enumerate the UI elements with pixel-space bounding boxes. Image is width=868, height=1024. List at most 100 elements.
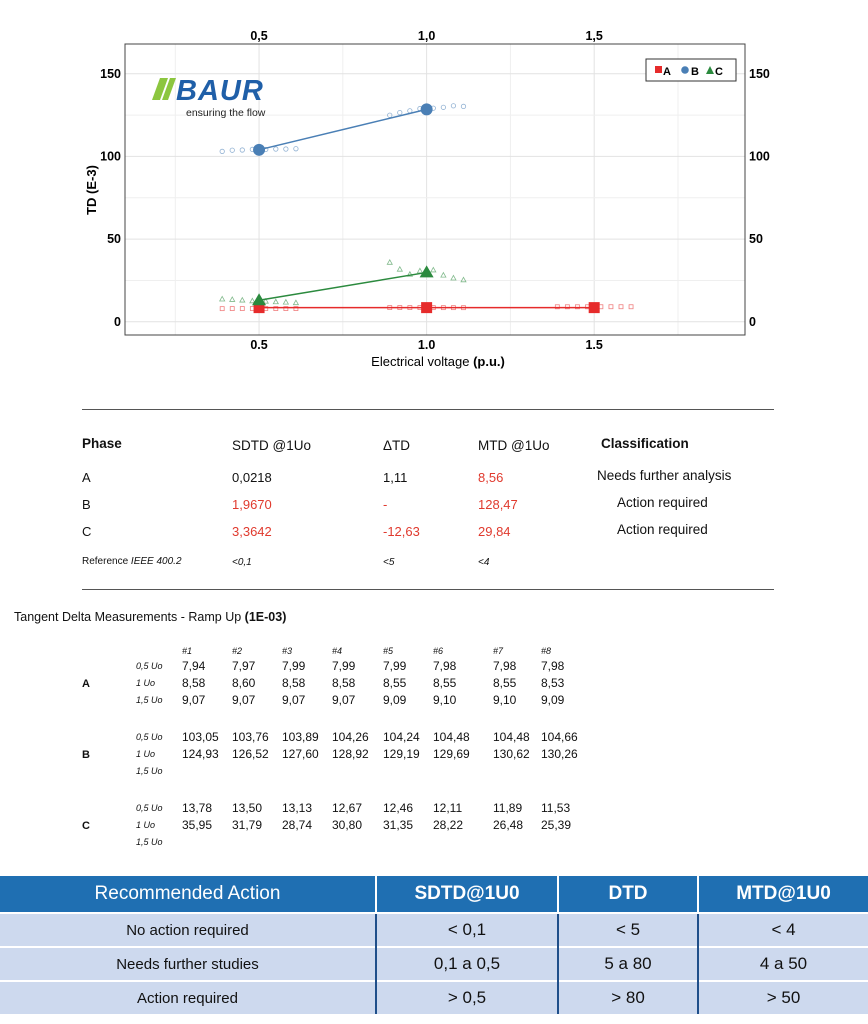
measurement-level-label: 1 Uo xyxy=(136,820,156,830)
raw-point xyxy=(282,298,290,305)
raw-point xyxy=(219,295,226,302)
measurement-level-label: 1,5 Uo xyxy=(136,695,163,705)
rec-cell-sdtd: 0,1 a 0,5 xyxy=(376,946,559,981)
measurement-column-header: #1 xyxy=(182,646,193,656)
raw-point xyxy=(292,299,300,306)
row-c-classification: Action required xyxy=(617,522,708,537)
raw-point xyxy=(396,265,403,272)
measurement-value: 35,95 xyxy=(182,818,213,832)
data-point-a xyxy=(588,302,600,314)
measurement-phase-label: B xyxy=(82,749,90,761)
y-right-tick-label: 50 xyxy=(749,232,763,246)
data-point-c xyxy=(419,265,434,278)
measurement-value: 9,07 xyxy=(282,693,306,707)
logo-tagline: ensuring the flow xyxy=(186,107,266,119)
data-point-b xyxy=(420,103,433,116)
legend-square-marker xyxy=(655,66,662,73)
reference-label: Reference IEEE 400.2 xyxy=(82,556,182,567)
raw-point xyxy=(387,112,393,118)
measurement-value: 12,11 xyxy=(433,801,463,815)
measurement-value: 7,99 xyxy=(332,659,356,673)
measurement-value: 103,89 xyxy=(282,730,319,744)
rec-cell-action: Action required xyxy=(0,980,377,1014)
rec-cell-action: Needs further studies xyxy=(0,946,377,981)
measurement-value: 8,55 xyxy=(433,676,457,690)
measurement-value: 8,58 xyxy=(182,676,206,690)
raw-point xyxy=(450,274,457,281)
x-top-tick-label: 0,5 xyxy=(250,29,267,43)
measurement-value: 13,50 xyxy=(232,801,263,815)
raw-point xyxy=(575,304,580,310)
measurement-value: 25,39 xyxy=(541,818,572,832)
data-point-b xyxy=(253,143,266,156)
raw-point xyxy=(239,306,245,311)
data-point-c xyxy=(252,293,267,306)
row-b-phase: B xyxy=(82,497,91,512)
raw-point xyxy=(273,306,279,311)
row-c-dtd: -12,63 xyxy=(383,524,420,539)
raw-point xyxy=(249,297,256,304)
measurement-column-header: #2 xyxy=(232,646,243,656)
measurement-column-header: #3 xyxy=(282,646,293,656)
measurement-value: 7,98 xyxy=(493,659,517,673)
rec-header-mtd: MTD@1U0 xyxy=(698,876,868,913)
measurements-title: Tangent Delta Measurements - Ramp Up (1E… xyxy=(14,610,287,624)
measurement-value: 9,10 xyxy=(493,693,517,707)
rec-row: No action required < 0,1 < 5 < 4 xyxy=(0,912,868,947)
y-tick-label: 0 xyxy=(114,315,121,329)
measurement-value: 126,52 xyxy=(232,747,269,761)
raw-point xyxy=(272,298,279,305)
rec-row: Needs further studies 0,1 a 0,5 5 a 80 4… xyxy=(0,946,868,981)
measurement-value: 30,80 xyxy=(332,818,363,832)
raw-point xyxy=(608,304,614,310)
raw-point xyxy=(406,270,414,277)
measurement-value: 28,22 xyxy=(433,818,464,832)
x-top-tick-label: 1,0 xyxy=(418,29,435,43)
row-c-sdtd: 3,3642 xyxy=(232,524,272,539)
measurement-value: 9,09 xyxy=(541,693,565,707)
measurement-value: 12,46 xyxy=(383,801,414,815)
raw-point xyxy=(229,296,236,302)
raw-point xyxy=(229,306,235,311)
measurement-phase-label: A xyxy=(82,678,90,690)
rec-cell-dtd: < 5 xyxy=(558,912,699,947)
logo-text: BAUR xyxy=(176,75,264,107)
row-c-mtd: 29,84 xyxy=(478,524,511,539)
chart-grid xyxy=(125,44,745,335)
measurement-value: 28,74 xyxy=(282,818,313,832)
y-tick-label: 150 xyxy=(100,67,121,81)
rec-header-sdtd: SDTD@1U0 xyxy=(376,876,559,913)
x-top-tick-label: 1,5 xyxy=(585,29,602,43)
rec-header-row: Recommended Action SDTD@1U0 DTD MTD@1U0 xyxy=(0,876,868,913)
reference-sdtd: <0,1 xyxy=(232,557,252,568)
measurement-level-label: 1,5 Uo xyxy=(136,837,163,847)
summary-top-rule xyxy=(82,409,774,410)
measurement-value: 8,55 xyxy=(493,676,517,690)
data-point-a xyxy=(253,302,265,314)
series-line-b xyxy=(258,108,427,151)
measurement-value: 8,58 xyxy=(332,676,356,690)
measurement-value: 7,98 xyxy=(541,659,565,673)
measurement-value: 7,99 xyxy=(383,659,407,673)
measurement-value: 13,13 xyxy=(282,801,313,815)
x-bottom-tick-label: 1.0 xyxy=(418,338,435,352)
rec-cell-action: No action required xyxy=(0,912,377,947)
recommended-action-table: Recommended Action SDTD@1U0 DTD MTD@1U0 … xyxy=(0,876,868,1014)
measurement-value: 9,07 xyxy=(232,693,256,707)
measurement-value: 8,53 xyxy=(541,676,565,690)
rec-cell-dtd: 5 a 80 xyxy=(558,946,699,981)
measurement-value: 9,09 xyxy=(383,693,407,707)
measurement-value: 8,55 xyxy=(383,676,407,690)
rec-cell-sdtd: > 0,5 xyxy=(376,980,559,1014)
rec-cell-mtd: > 50 xyxy=(698,980,868,1014)
measurement-level-label: 0,5 Uo xyxy=(136,661,163,671)
reference-dtd: <5 xyxy=(383,557,395,568)
legend-triangle-marker xyxy=(706,66,714,74)
rec-cell-mtd: 4 a 50 xyxy=(698,946,868,981)
x-bottom-tick-label: 0.5 xyxy=(250,338,267,352)
measurement-value: 9,07 xyxy=(332,693,356,707)
measurement-value: 12,67 xyxy=(332,801,363,815)
header-classification: Classification xyxy=(601,436,689,451)
td-chart: 0,5 0.5 1,0 1.0 1,5 1.5 0 0 50 50 100 100 150 150 BAU… xyxy=(84,29,770,369)
raw-point xyxy=(283,146,289,152)
